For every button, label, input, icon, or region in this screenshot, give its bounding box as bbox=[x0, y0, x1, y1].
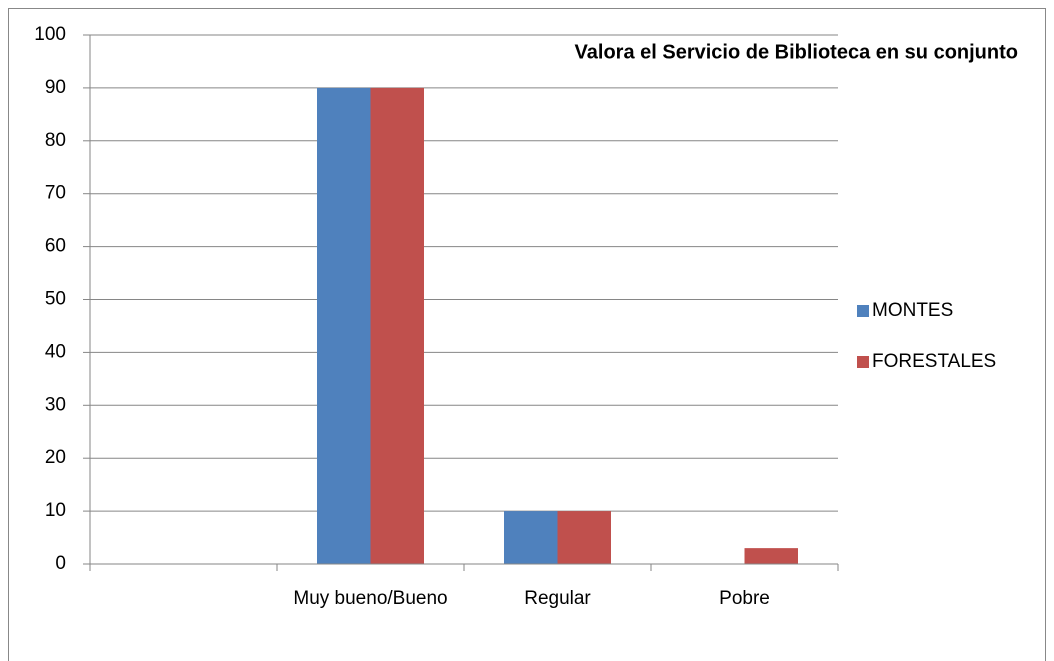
y-tick-label: 10 bbox=[45, 500, 66, 521]
bar bbox=[744, 548, 798, 564]
y-tick-label: 60 bbox=[45, 236, 66, 257]
bar bbox=[557, 511, 611, 564]
chart-title: Valora el Servicio de Biblioteca en su c… bbox=[575, 41, 1018, 63]
y-tick-label: 70 bbox=[45, 183, 66, 204]
bar bbox=[317, 87, 371, 565]
y-tick-label: 50 bbox=[45, 289, 66, 310]
legend-swatch bbox=[857, 356, 869, 368]
x-tick-label: Regular bbox=[524, 588, 591, 609]
y-tick-label: 0 bbox=[55, 553, 66, 574]
legend-swatch bbox=[857, 305, 869, 317]
x-tick-label: Muy bueno/Bueno bbox=[293, 588, 448, 609]
y-tick-label: 20 bbox=[45, 447, 66, 468]
x-tick-label: Pobre bbox=[719, 588, 770, 609]
y-tick-label: 90 bbox=[45, 77, 66, 98]
chart-border bbox=[8, 8, 1046, 661]
bar bbox=[370, 87, 424, 565]
y-tick-label: 30 bbox=[45, 394, 66, 415]
legend-label: FORESTALES bbox=[872, 351, 996, 372]
y-tick-label: 100 bbox=[34, 24, 66, 45]
y-tick-label: 40 bbox=[45, 341, 66, 362]
bar bbox=[504, 511, 558, 564]
y-tick-label: 80 bbox=[45, 130, 66, 151]
legend-label: MONTES bbox=[872, 300, 953, 321]
